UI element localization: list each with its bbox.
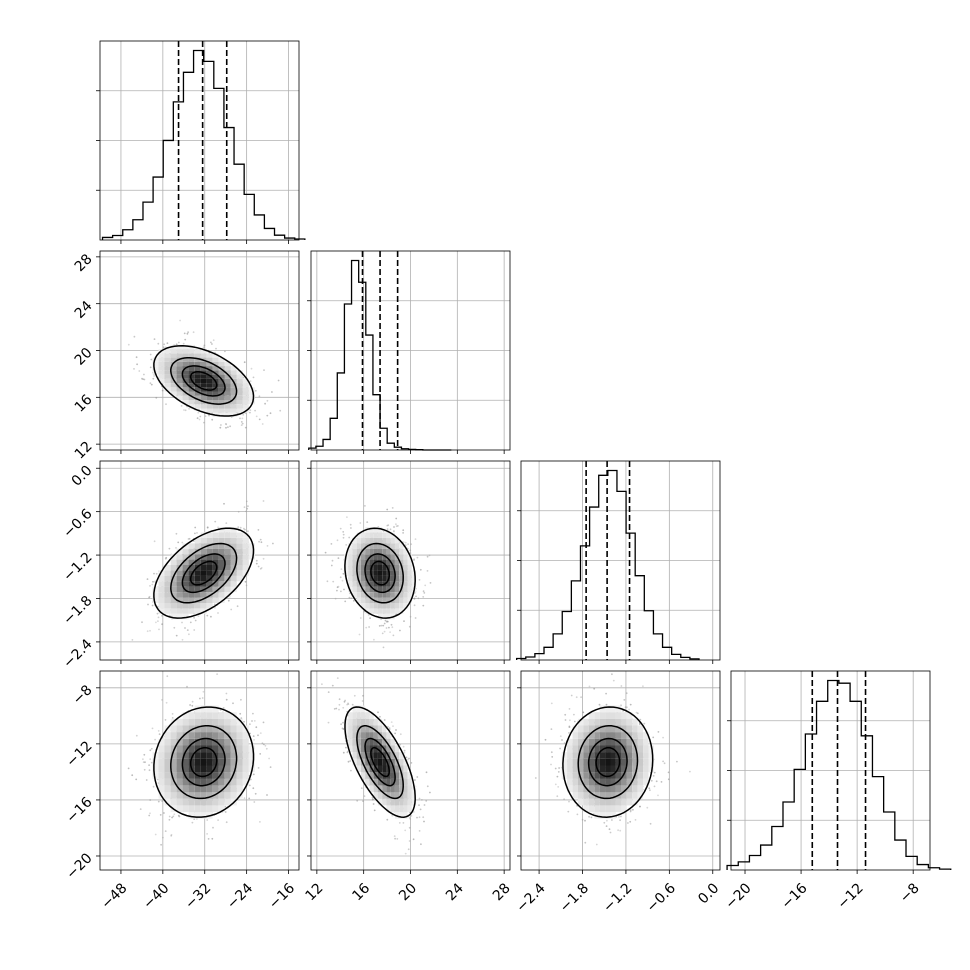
contour-line	[364, 553, 396, 594]
scatter-panel-3-0: −48 −40 −32 −24 −16 −20 −16 −12 −8	[63, 670, 300, 913]
x-tick-label: 24	[443, 880, 467, 904]
x-tick-label: −12	[835, 880, 867, 912]
y-tick-label: 24	[72, 298, 96, 322]
x-tick-label: −16	[266, 880, 298, 912]
contour-line	[181, 553, 226, 594]
contour-line	[170, 357, 238, 405]
gridlines	[731, 671, 930, 870]
contour-line	[181, 737, 226, 787]
x-tick-label: −48	[98, 880, 130, 912]
y-tick-label: −0.6	[60, 506, 95, 541]
contour-line	[595, 746, 621, 778]
gridlines	[521, 461, 720, 660]
y-tick-label: −1.2	[60, 549, 95, 584]
x-tick-label: −24	[224, 880, 256, 912]
density-cells	[152, 705, 255, 819]
histogram-steps	[726, 679, 952, 870]
density-cells	[344, 705, 417, 819]
contour-line	[170, 725, 238, 800]
scatter-panel-2-1	[307, 460, 511, 664]
density-cells	[152, 527, 255, 620]
histogram-steps	[101, 49, 306, 240]
gridlines	[311, 251, 510, 450]
y-tick-label: 20	[72, 345, 96, 369]
contour-line	[153, 345, 255, 417]
y-tick-label: 16	[72, 392, 96, 416]
contour-line	[364, 737, 396, 787]
contour-line	[562, 706, 654, 818]
x-tick-label: −40	[140, 880, 172, 912]
density-cells	[561, 705, 654, 819]
contour-line	[170, 542, 238, 604]
contour-line	[356, 725, 404, 800]
y-tick-label: −12	[63, 738, 95, 770]
hist-panel-3: −20 −16 −12 −8	[722, 670, 952, 913]
contour-line	[153, 527, 255, 619]
contour-line	[181, 365, 226, 397]
hist-panel-2	[516, 460, 721, 664]
x-tick-label: −8	[897, 880, 923, 906]
panel-frame	[99, 460, 300, 661]
y-tick-label: 0.0	[69, 463, 96, 490]
scatter-panel-3-1: 12 16 20 24 28	[303, 670, 514, 904]
panel-frame	[99, 670, 300, 871]
scatter-points	[131, 500, 274, 641]
contour-line	[356, 542, 404, 604]
contour-line	[344, 706, 416, 818]
contour-line	[189, 746, 218, 778]
scatter-panel-1-0: 12 16 20 24 28	[72, 250, 300, 462]
x-tick-label: −0.6	[644, 880, 679, 915]
contour-line	[370, 746, 390, 778]
y-tick-label: 12	[72, 438, 96, 462]
gridlines	[311, 671, 510, 870]
hist-panel-1	[307, 250, 511, 454]
x-tick-label: −20	[722, 880, 754, 912]
y-tick-label: 28	[72, 251, 96, 275]
contour-line	[153, 706, 255, 818]
x-tick-label: 0.0	[695, 880, 722, 907]
x-tick-label: 16	[349, 880, 373, 904]
contour-line	[344, 527, 416, 619]
x-tick-label: −2.4	[513, 880, 548, 915]
gridlines	[100, 41, 299, 240]
x-tick-label: −16	[778, 880, 810, 912]
contour-line	[577, 724, 639, 800]
scatter-panel-2-0: −2.4 −1.8 −1.2 −0.6 0.0	[60, 460, 300, 672]
x-tick-label: 20	[396, 880, 420, 904]
y-tick-label: −20	[63, 850, 95, 882]
y-tick-label: −1.8	[60, 593, 95, 628]
y-tick-label: −2.4	[60, 636, 95, 671]
contour-line	[189, 560, 218, 586]
x-tick-label: −1.2	[600, 880, 635, 915]
y-tick-label: −16	[63, 794, 95, 826]
contour-line	[189, 371, 218, 391]
x-tick-label: −1.8	[557, 880, 592, 915]
density-cells	[152, 344, 255, 417]
x-tick-label: −32	[182, 880, 214, 912]
y-tick-label: −8	[70, 682, 96, 708]
contour-line	[370, 560, 390, 586]
hist-panel-0	[96, 40, 306, 244]
panel-frame	[520, 670, 721, 871]
x-tick-label: 28	[490, 880, 514, 904]
contour-line	[587, 737, 628, 787]
scatter-panel-3-2: −2.4 −1.8 −1.2 −0.6 0.0	[513, 670, 722, 916]
x-tick-label: 12	[303, 880, 327, 904]
density-cells	[344, 527, 417, 620]
